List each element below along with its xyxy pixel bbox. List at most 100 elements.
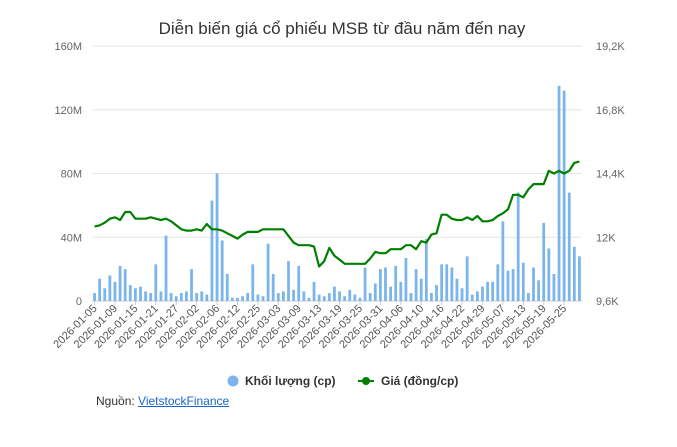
volume-bar [185, 291, 188, 301]
volume-bar [414, 269, 418, 301]
volume-bar [241, 296, 244, 301]
volume-bar [450, 267, 454, 301]
source-credit: Nguồn: VietstockFinance [96, 394, 229, 408]
volume-bar [317, 294, 321, 301]
volume-bar [327, 293, 331, 301]
right-axis-tick: 19,2K [596, 41, 625, 53]
volume-bar [118, 265, 122, 301]
price-line [94, 160, 580, 268]
volume-bar [368, 293, 372, 301]
volume-bar [496, 264, 500, 301]
volume-bar [190, 269, 193, 301]
volume-bar [256, 294, 260, 301]
legend-price-label[interactable]: Giá (đồng/cp) [381, 374, 458, 388]
legend-volume-marker [227, 375, 239, 387]
volume-bar [506, 270, 510, 301]
right-axis-tick: 14,4K [596, 169, 625, 181]
volume-bar [542, 222, 546, 301]
volume-bar [108, 275, 112, 301]
volume-bar [159, 291, 163, 301]
volume-bar [195, 293, 199, 301]
volume-bar [322, 296, 326, 301]
volume-bar [307, 297, 311, 301]
source-label: Nguồn: [96, 394, 135, 408]
volume-bar [547, 248, 551, 301]
volume-bar [297, 265, 301, 301]
volume-bar [424, 238, 428, 301]
volume-bar [353, 294, 357, 301]
volume-bar [419, 278, 423, 301]
volume-bar [220, 240, 224, 301]
volume-bar [179, 293, 183, 301]
right-axis-tick: 12K [596, 232, 616, 244]
volume-bar [557, 85, 561, 301]
volume-bar [205, 294, 209, 301]
volume-bar [435, 285, 438, 301]
volume-bar [567, 192, 571, 301]
volume-bar [470, 294, 474, 301]
volume-bar [511, 269, 515, 301]
volume-bar [139, 286, 142, 301]
volume-bar [312, 281, 316, 301]
left-axis-tick: 120M [54, 105, 82, 117]
volume-bar [572, 246, 576, 301]
volume-bars [93, 85, 581, 301]
volume-bar [113, 281, 117, 301]
volume-bar [164, 235, 168, 301]
volume-bar [389, 286, 392, 301]
volume-bar [169, 293, 173, 301]
volume-bar [251, 264, 255, 301]
volume-bar [486, 281, 489, 301]
volume-bar [363, 267, 367, 301]
volume-bar [521, 262, 525, 301]
volume-bar [230, 297, 234, 301]
volume-bar [103, 288, 107, 301]
right-axis-tick: 9,6K [596, 296, 619, 308]
volume-bar [215, 173, 219, 301]
volume-bar [358, 297, 362, 301]
right-axis-tick: 16,8K [596, 105, 625, 117]
volume-bar [430, 293, 433, 301]
volume-bar [271, 273, 275, 301]
left-axis-tick: 160M [54, 41, 82, 53]
volume-bar [174, 296, 178, 301]
volume-bar [128, 285, 132, 301]
volume-bar [516, 192, 520, 301]
volume-bar [225, 273, 229, 301]
volume-bar [455, 278, 459, 301]
price-series-line [94, 160, 580, 268]
left-axis-tick: 80M [61, 169, 82, 181]
volume-bar [343, 296, 347, 301]
volume-bar [384, 267, 387, 301]
volume-bar [537, 280, 541, 301]
volume-bar [404, 257, 408, 301]
volume-bar [133, 288, 137, 301]
volume-bar [302, 291, 306, 301]
volume-bar [409, 293, 413, 301]
volume-bar [292, 289, 296, 301]
volume-bar [445, 264, 449, 301]
volume-bar [460, 288, 464, 301]
volume-bar [210, 200, 214, 301]
volume-bar [144, 291, 147, 301]
volume-bar [200, 291, 204, 301]
left-axis-tick: 0 [76, 296, 82, 308]
volume-bar [552, 273, 556, 301]
volume-bar [562, 90, 566, 301]
volume-bar [98, 278, 102, 301]
left-axis-tick: 40M [61, 232, 82, 244]
volume-bar [501, 221, 505, 301]
legend: Khối lượng (cp) Giá (đồng/cp) [227, 374, 458, 388]
volume-bar [394, 265, 398, 301]
volume-bar [475, 291, 479, 301]
volume-bar [154, 264, 158, 301]
volume-bar [378, 269, 382, 301]
source-link[interactable]: VietstockFinance [138, 394, 230, 408]
legend-price-marker [362, 377, 370, 385]
volume-bar [276, 293, 280, 301]
volume-bar [465, 256, 469, 301]
legend-volume-label[interactable]: Khối lượng (cp) [245, 374, 336, 388]
gridlines [92, 45, 582, 302]
